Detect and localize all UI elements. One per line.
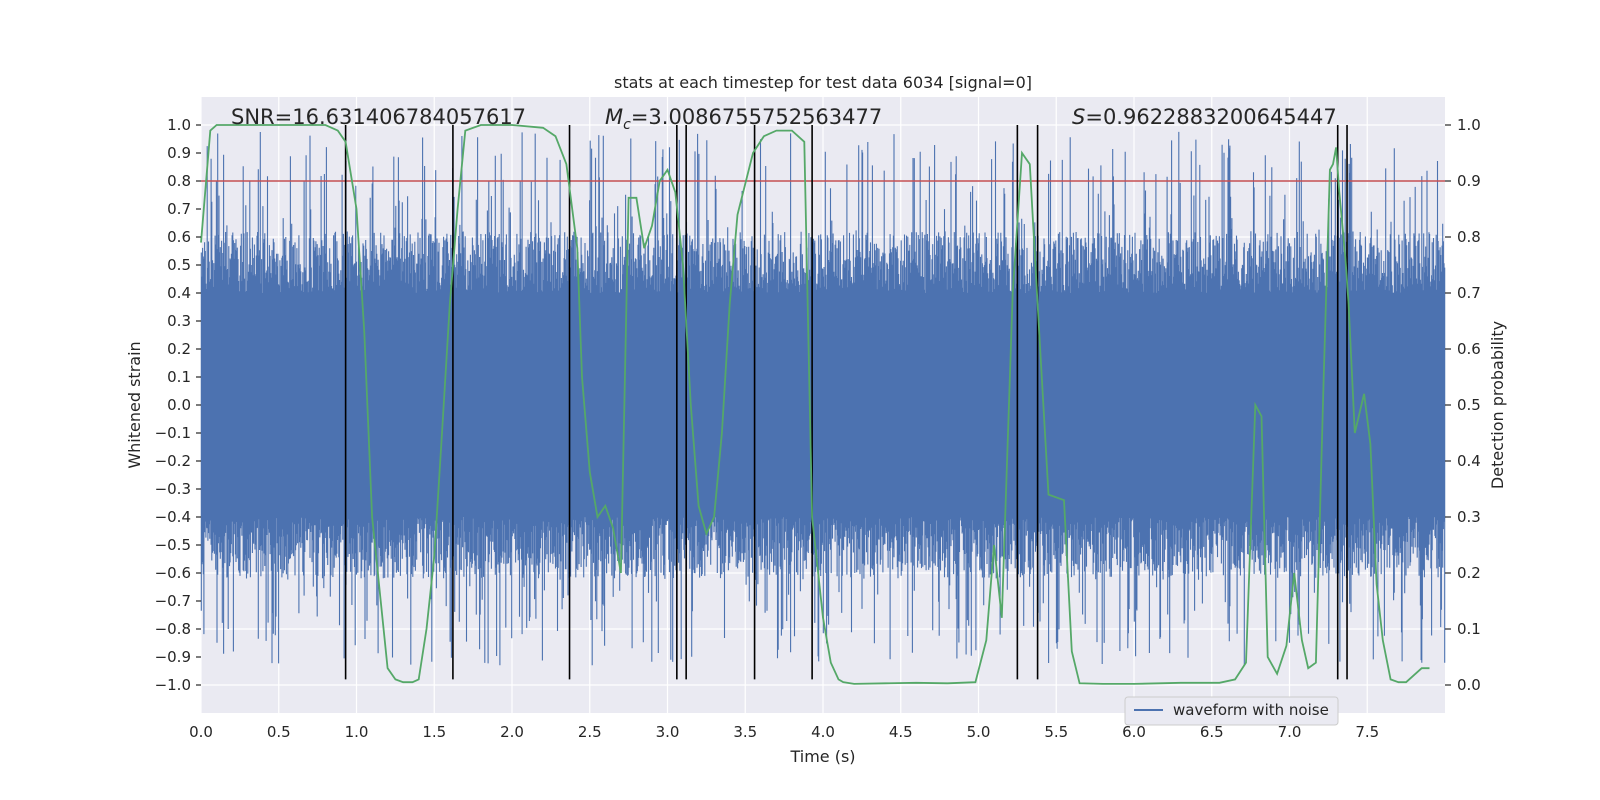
y-axis-label: Whitened strain [125,341,144,468]
x-tick-label: 5.0 [967,723,991,741]
legend: waveform with noise [1124,696,1339,726]
y2-tick-label: 0.4 [1457,452,1481,470]
y2-ticks: 1.0 0.9 0.8 0.7 0.6 0.5 0.4 0.3 0.2 0.1 0.0 [1445,116,1481,694]
legend-box [1124,696,1339,726]
x-tick-label: 4.5 [889,723,913,741]
y-tick-label: 0.0 [167,396,191,414]
y-tick-label: 0.7 [167,200,191,218]
x-tick-label: 0.0 [189,723,213,741]
y-ticks: 1.0 0.9 0.8 0.7 0.6 0.5 0.4 0.3 0.2 0.1 0.0 −0.1 −0.… [155,116,201,694]
y2-tick-label: 0.2 [1457,564,1481,582]
y-tick-label: −0.6 [155,564,191,582]
y-tick-label: 0.6 [167,228,191,246]
y2-tick-label: 0.1 [1457,620,1481,638]
y-tick-label: −1.0 [155,676,191,694]
x-tick-label: 2.0 [500,723,524,741]
mc-annotation: Mc=3.0086755752563477 [605,105,882,133]
y-tick-label: 0.4 [167,284,191,302]
x-tick-label: 7.5 [1355,723,1379,741]
y-tick-label: −0.7 [155,592,191,610]
y-tick-label: 0.3 [167,312,191,330]
x-tick-label: 5.5 [1044,723,1068,741]
x-tick-label: 3.5 [733,723,757,741]
y-tick-label: 1.0 [167,116,191,134]
mc-value: =3.0086755752563477 [631,105,882,129]
y-tick-label: 0.5 [167,256,191,274]
s-value: =0.9622883200645447 [1085,105,1336,129]
y2-tick-label: 0.5 [1457,396,1481,414]
x-tick-label: 0.5 [267,723,291,741]
snr-annotation: SNR=16.631406784057617 [231,105,526,129]
y2-tick-label: 0.0 [1457,676,1481,694]
mc-subscript: c [623,117,631,133]
y-tick-label: 0.2 [167,340,191,358]
s-annotation: S=0.9622883200645447 [1072,105,1337,129]
x-tick-label: 6.5 [1200,723,1224,741]
y2-tick-label: 0.6 [1457,340,1481,358]
x-tick-label: 2.5 [578,723,602,741]
y-tick-label: −0.5 [155,536,191,554]
x-tick-label: 1.5 [422,723,446,741]
y-tick-label: −0.1 [155,424,191,442]
y-tick-label: −0.9 [155,648,191,666]
chart-title: stats at each timestep for test data 603… [614,73,1032,92]
x-tick-label: 1.0 [345,723,369,741]
y-tick-label: −0.8 [155,620,191,638]
y-tick-label: −0.2 [155,452,191,470]
mc-symbol: M [605,105,623,129]
x-ticks: 0.0 0.5 1.0 1.5 2.0 2.5 3.0 3.5 4.0 4.5 5.0 5.5 6.0 6… [189,723,1379,741]
y2-tick-label: 0.9 [1457,172,1481,190]
y2-tick-label: 0.3 [1457,508,1481,526]
legend-label: waveform with noise [1173,701,1329,719]
x-tick-label: 7.0 [1278,723,1302,741]
x-axis-label: Time (s) [789,747,855,766]
s-symbol: S [1072,105,1085,129]
y-tick-label: −0.3 [155,480,191,498]
y-tick-label: 0.8 [167,172,191,190]
x-tick-label: 6.0 [1122,723,1146,741]
x-tick-label: 3.0 [656,723,680,741]
y-tick-label: 0.1 [167,368,191,386]
y-tick-label: 0.9 [167,144,191,162]
y2-tick-label: 0.8 [1457,228,1481,246]
y-tick-label: −0.4 [155,508,191,526]
y2-tick-label: 1.0 [1457,116,1481,134]
y2-tick-label: 0.7 [1457,284,1481,302]
vertical-lines [344,125,1348,680]
waveform-series [200,131,1446,666]
y2-axis-label: Detection probability [1488,321,1507,489]
probability-series [200,124,1430,685]
x-tick-label: 4.0 [811,723,835,741]
